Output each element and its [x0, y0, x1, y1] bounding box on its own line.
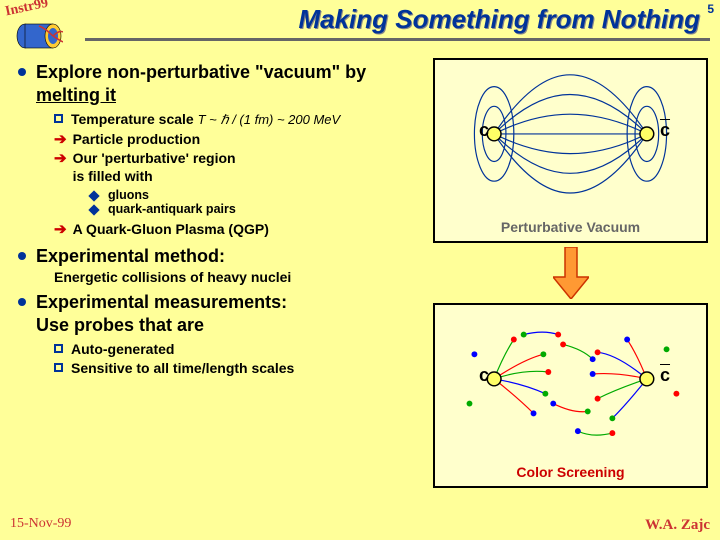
label-c: c	[479, 120, 489, 141]
sub-perturbative-line2: is filled with	[73, 168, 153, 184]
screening-lines-icon	[435, 305, 706, 487]
box-marker-icon	[54, 114, 63, 123]
sub-temperature-formula: T ~ ℏ / (1 fm) ~ 200 MeV	[198, 112, 341, 127]
figures-column: c c Perturbative Vacuum	[433, 58, 708, 488]
bullet-1-sublist: Temperature scale T ~ ℏ / (1 fm) ~ 200 M…	[54, 110, 413, 185]
bullet-1-sublist-2: ➔ A Quark-Gluon Plasma (QGP)	[54, 220, 413, 238]
diamond-marker-icon	[88, 205, 99, 216]
field-lines-icon	[435, 60, 706, 242]
bullet-2: Experimental method:	[18, 245, 413, 268]
arrow-marker-icon: ➔	[54, 220, 67, 238]
sub-sensitive: Sensitive to all time/length scales	[54, 359, 413, 377]
sub-temperature: Temperature scale T ~ ℏ / (1 fm) ~ 200 M…	[54, 110, 413, 129]
subsub-quarkpairs-text: quark-antiquark pairs	[108, 202, 236, 216]
down-arrow-icon	[433, 247, 708, 299]
sub-temperature-text: Temperature scale T ~ ℏ / (1 fm) ~ 200 M…	[71, 110, 340, 129]
label-c: c	[479, 365, 489, 386]
bullet-1: Explore non-perturbative "vacuum" by mel…	[18, 61, 413, 106]
logo-cylinder-icon	[15, 22, 63, 50]
bullet-3-text: Experimental measurements: Use probes th…	[36, 291, 287, 336]
caption-perturbative: Perturbative Vacuum	[435, 219, 706, 235]
box-marker-icon	[54, 363, 63, 372]
sub-autogen-text: Auto-generated	[71, 340, 174, 358]
bullet-dot-icon	[18, 68, 26, 76]
footer-author: W.A. Zajc	[645, 517, 710, 534]
subsub-gluons-text: gluons	[108, 188, 149, 202]
subsub-quarkpairs: quark-antiquark pairs	[90, 202, 413, 216]
bullet-3-sublist: Auto-generated Sensitive to all time/len…	[54, 340, 413, 377]
subsub-gluons: gluons	[90, 188, 413, 202]
sub-sub-list: gluons quark-antiquark pairs	[90, 188, 413, 216]
box-marker-icon	[54, 344, 63, 353]
logo: Instr99	[5, 2, 80, 50]
label-cbar: c	[660, 365, 670, 386]
label-cbar: c	[660, 120, 670, 141]
bullet-3-line2: Use probes that are	[36, 315, 204, 335]
diamond-marker-icon	[88, 191, 99, 202]
arrow-marker-icon: ➔	[54, 130, 67, 148]
slide-number: 5	[707, 2, 714, 16]
page-title: Making Something from Nothing	[110, 4, 700, 35]
sub-qgp-text: A Quark-Gluon Plasma (QGP)	[73, 220, 269, 238]
bullet-3-line1: Experimental measurements:	[36, 292, 287, 312]
sub-particle-text: Particle production	[73, 130, 201, 148]
logo-text: Instr99	[4, 0, 50, 20]
header: Instr99 Making Something from Nothing 5	[0, 0, 720, 50]
bullet-1-underline: melting it	[36, 85, 116, 105]
title-underline	[85, 38, 710, 41]
footer-date: 15-Nov-99	[10, 516, 71, 532]
bullet-3: Experimental measurements: Use probes th…	[18, 291, 413, 336]
sub-autogen: Auto-generated	[54, 340, 413, 358]
sub-sensitive-text: Sensitive to all time/length scales	[71, 359, 294, 377]
sub-perturbative-line1: Our 'perturbative' region	[73, 150, 236, 166]
caption-screening: Color Screening	[435, 464, 706, 480]
figure-perturbative-vacuum: c c Perturbative Vacuum	[433, 58, 708, 243]
content-column: Explore non-perturbative "vacuum" by mel…	[18, 55, 413, 379]
bullet-1-prefix: Explore non-perturbative "vacuum" by	[36, 62, 366, 82]
sub-temperature-prefix: Temperature scale	[71, 111, 198, 127]
bullet-dot-icon	[18, 252, 26, 260]
sub-perturbative-region: ➔ Our 'perturbative' region is filled wi…	[54, 149, 413, 185]
sub-qgp: ➔ A Quark-Gluon Plasma (QGP)	[54, 220, 413, 238]
sub-particle-production: ➔ Particle production	[54, 130, 413, 148]
figure-color-screening: c c Color Screening	[433, 303, 708, 488]
sub-perturbative-text: Our 'perturbative' region is filled with	[73, 149, 236, 185]
bullet-2-sub: Energetic collisions of heavy nuclei	[54, 269, 413, 285]
arrow-marker-icon: ➔	[54, 149, 67, 167]
bullet-1-text: Explore non-perturbative "vacuum" by mel…	[36, 61, 413, 106]
bullet-2-text: Experimental method:	[36, 245, 225, 268]
bullet-dot-icon	[18, 298, 26, 306]
